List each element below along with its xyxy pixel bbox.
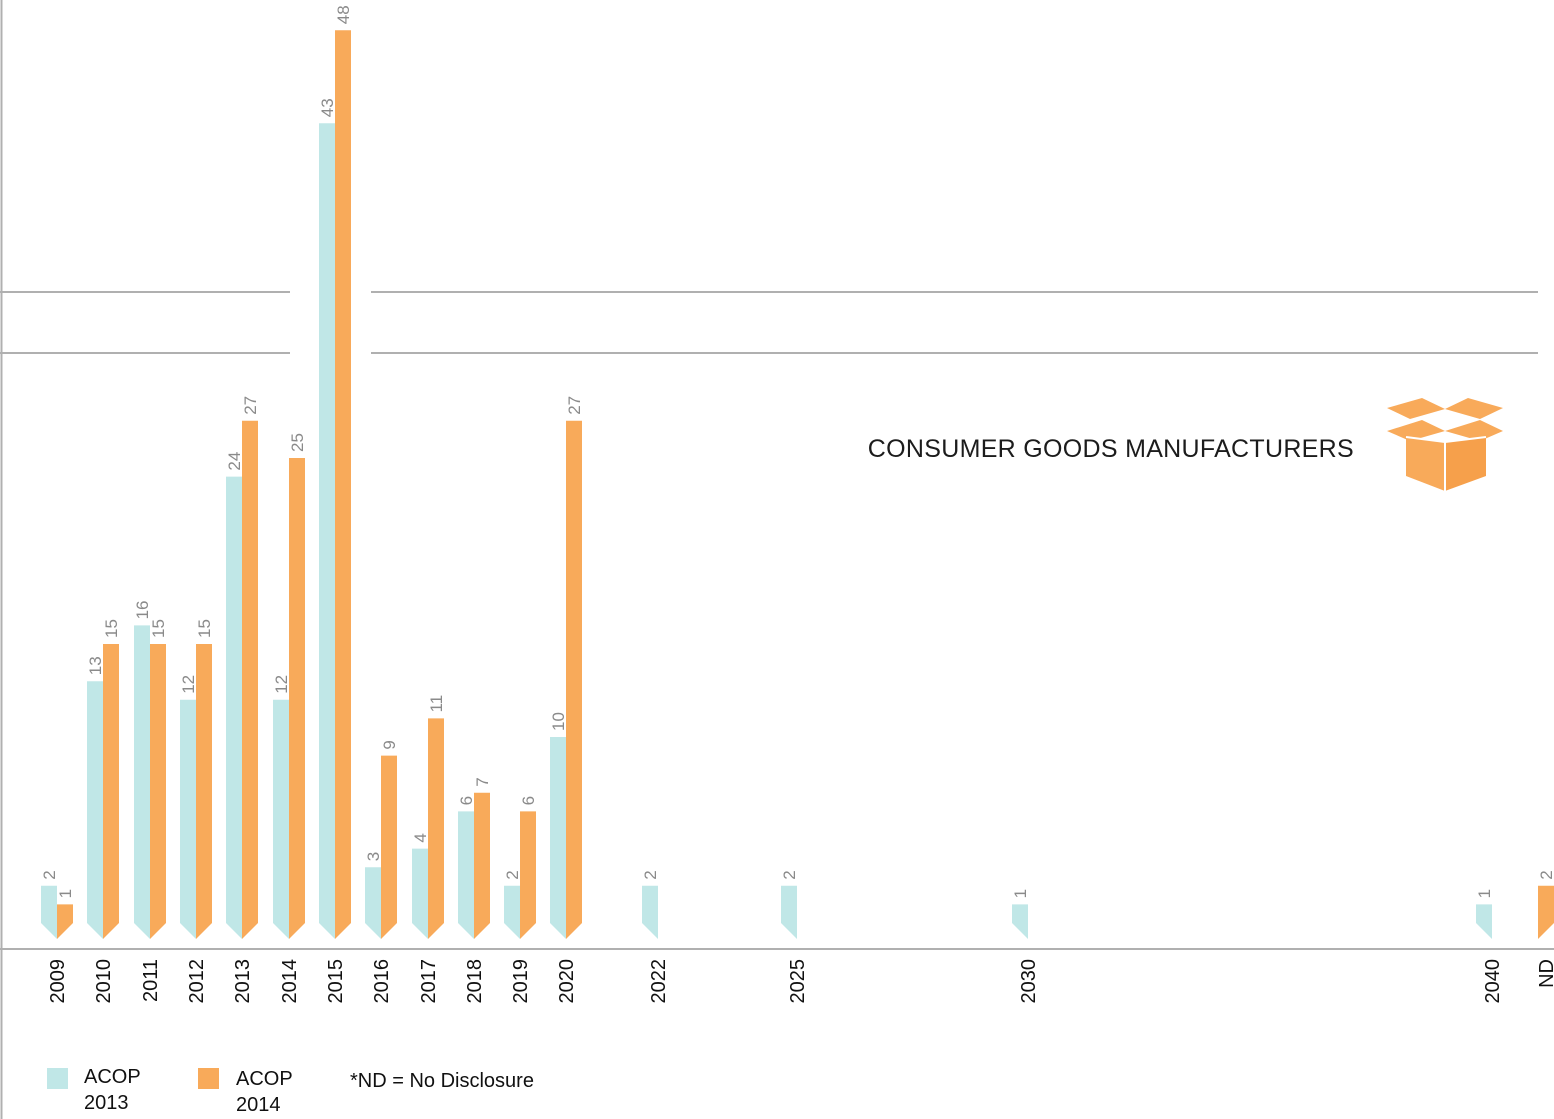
x-tick-label-2012: 2012 — [186, 959, 208, 1004]
bar-acop-2013-2018 — [458, 811, 474, 939]
value-label-acop-2014-2015: 48 — [334, 5, 353, 24]
x-tick-label-2011: 2011 — [140, 959, 162, 1002]
value-labels-layer: 2113151615121524271225434839411672610272… — [40, 5, 1554, 898]
value-label-acop-2013-2013: 24 — [225, 452, 244, 471]
bar-acop-2014-2011 — [150, 644, 166, 939]
value-label-acop-2013-2030: 1 — [1011, 889, 1030, 898]
value-label-acop-2013-2017: 4 — [411, 833, 430, 842]
bar-acop-2013-2022 — [642, 885, 658, 939]
value-label-acop-2013-2040: 1 — [1475, 889, 1494, 898]
bar-acop-2013-2009 — [41, 885, 57, 939]
x-tick-label-2010: 2010 — [93, 959, 115, 1004]
value-label-acop-2013-2025: 2 — [780, 870, 799, 879]
value-label-acop-2013-2015: 43 — [318, 98, 337, 117]
bar-acop-2013-2030 — [1012, 904, 1028, 939]
bar-acop-2013-2016 — [365, 867, 381, 939]
value-label-acop-2014-nd: 2 — [1537, 870, 1554, 879]
bar-acop-2014-2017 — [428, 718, 444, 939]
legend-label-acop-2014-line1: ACOP — [236, 1068, 293, 1090]
value-label-acop-2014-2010: 15 — [102, 619, 121, 638]
bar-acop-2013-2010 — [87, 681, 103, 939]
bar-acop-2013-2020 — [550, 737, 566, 939]
x-tick-label-2016: 2016 — [371, 959, 393, 1004]
bar-acop-2014-nd — [1538, 885, 1554, 939]
value-label-acop-2014-2018: 7 — [473, 777, 492, 786]
legend-label-acop-2013-line2: 2013 — [84, 1092, 129, 1114]
legend-swatch-acop-2014 — [198, 1068, 219, 1089]
x-tick-label-2015: 2015 — [325, 959, 347, 1004]
bar-acop-2013-2025 — [781, 885, 797, 939]
x-tick-label-2018: 2018 — [464, 959, 486, 1004]
bar-acop-2013-2014 — [273, 699, 289, 939]
x-tick-label-2009: 2009 — [47, 959, 69, 1004]
chart-title: CONSUMER GOODS MANUFACTURERS — [868, 435, 1354, 463]
x-tick-label-2025: 2025 — [787, 959, 809, 1004]
value-label-acop-2013-2016: 3 — [364, 852, 383, 861]
legend-label-acop-2014-line2: 2014 — [236, 1094, 281, 1116]
bar-acop-2014-2016 — [381, 755, 397, 939]
value-label-acop-2013-2014: 12 — [272, 675, 291, 694]
x-tick-label-2019: 2019 — [510, 959, 532, 1004]
bar-acop-2014-2013 — [242, 420, 258, 939]
value-label-acop-2013-2020: 10 — [549, 712, 568, 731]
x-tick-label-2030: 2030 — [1018, 959, 1040, 1004]
bar-acop-2014-2009 — [57, 904, 73, 939]
bar-acop-2013-2013 — [226, 476, 242, 939]
bar-acop-2014-2020 — [566, 420, 582, 939]
value-label-acop-2013-2010: 13 — [86, 656, 105, 675]
x-tick-label-2017: 2017 — [418, 959, 440, 1004]
value-label-acop-2014-2019: 6 — [519, 796, 538, 805]
value-label-acop-2013-2009: 2 — [40, 870, 59, 879]
bar-acop-2014-2012 — [196, 644, 212, 939]
bar-acop-2013-2011 — [134, 625, 150, 939]
x-tick-label-nd: ND — [1536, 959, 1554, 988]
bar-acop-2014-2018 — [474, 792, 490, 939]
bar-acop-2013-2012 — [180, 699, 196, 939]
bar-acop-2013-2019 — [504, 885, 520, 939]
bars-layer — [41, 30, 1554, 939]
x-tick-label-2022: 2022 — [648, 959, 670, 1004]
bar-acop-2014-2010 — [103, 644, 119, 939]
x-tick-label-2020: 2020 — [556, 959, 578, 1004]
bar-acop-2013-2015 — [319, 123, 335, 939]
bar-acop-2014-2019 — [520, 811, 536, 939]
value-label-acop-2014-2020: 27 — [565, 396, 584, 415]
value-label-acop-2014-2016: 9 — [380, 740, 399, 749]
legend: ACOP 2013 ACOP 2014 *ND = No Disclosure — [47, 1066, 534, 1116]
bar-acop-2014-2014 — [289, 458, 305, 939]
value-label-acop-2014-2013: 27 — [241, 396, 260, 415]
value-label-acop-2013-2018: 6 — [457, 796, 476, 805]
bar-acop-2013-2017 — [412, 848, 428, 939]
value-label-acop-2014-2012: 15 — [195, 619, 214, 638]
bar-acop-2013-2040 — [1476, 904, 1492, 939]
x-tick-label-2013: 2013 — [232, 959, 254, 1004]
value-label-acop-2013-2011: 16 — [133, 600, 152, 619]
x-tick-label-2040: 2040 — [1482, 959, 1504, 1004]
legend-swatch-acop-2013 — [47, 1068, 68, 1089]
x-tick-labels: 2009 2010 2011 2012 2013 2014 2015 2016 2017 2018… — [47, 959, 1554, 1004]
legend-label-acop-2013-line1: ACOP — [84, 1066, 141, 1088]
value-label-acop-2013-2012: 12 — [179, 675, 198, 694]
value-label-acop-2014-2011: 15 — [149, 619, 168, 638]
value-label-acop-2014-2014: 25 — [288, 433, 307, 452]
value-label-acop-2013-2022: 2 — [641, 870, 660, 879]
bar-acop-2014-2015 — [335, 30, 351, 939]
open-box-icon — [1387, 398, 1503, 491]
value-label-acop-2014-2009: 1 — [56, 889, 75, 898]
x-tick-label-2014: 2014 — [279, 959, 301, 1004]
value-label-acop-2013-2019: 2 — [503, 870, 522, 879]
value-label-acop-2014-2017: 11 — [427, 695, 446, 713]
legend-note: *ND = No Disclosure — [350, 1070, 534, 1092]
